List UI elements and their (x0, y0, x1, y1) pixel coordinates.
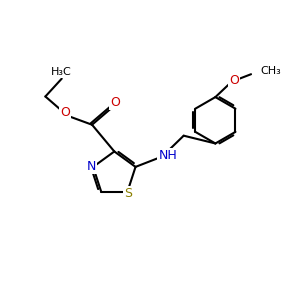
Text: S: S (124, 187, 132, 200)
Text: N: N (87, 160, 96, 173)
Text: H₃C: H₃C (50, 67, 71, 77)
Text: O: O (110, 96, 120, 109)
Text: NH: NH (158, 148, 177, 161)
Text: O: O (229, 74, 239, 87)
Text: O: O (60, 106, 70, 119)
Text: CH₃: CH₃ (260, 66, 281, 76)
